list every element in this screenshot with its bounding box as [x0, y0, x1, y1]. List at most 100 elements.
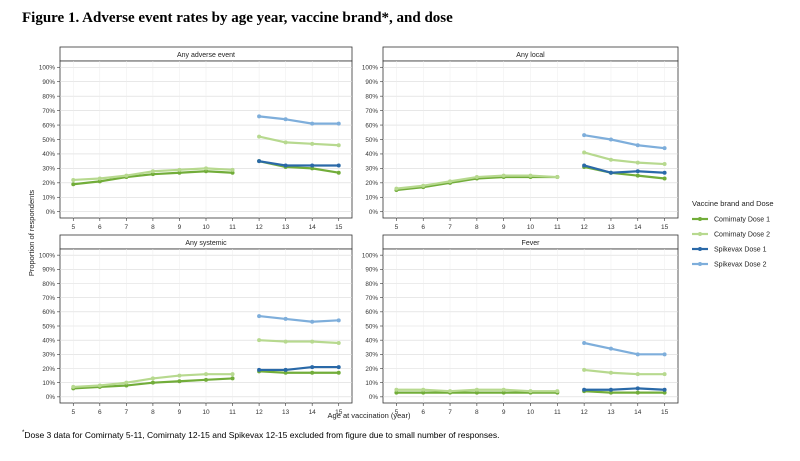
data-point: [257, 134, 262, 139]
x-tick-label: 6: [421, 409, 425, 416]
data-point: [283, 370, 288, 375]
y-tick-label: 100%: [39, 252, 56, 259]
data-point: [608, 370, 613, 375]
y-tick-label: 20%: [42, 180, 55, 187]
legend-label: Spikevax Dose 1: [714, 247, 767, 254]
x-tick-label: 8: [151, 409, 155, 416]
y-tick-label: 70%: [42, 295, 55, 302]
figure-title: Figure 1. Adverse event rates by age yea…: [22, 10, 453, 26]
series-comirnaty-dose-2: [71, 134, 341, 182]
legend-item: Comirnaty Dose 1: [692, 217, 770, 224]
y-tick-label: 30%: [365, 352, 378, 359]
x-tick-label: 10: [202, 224, 210, 231]
y-tick-label: 50%: [365, 137, 378, 144]
data-point: [97, 176, 102, 181]
data-point: [635, 352, 640, 357]
data-point: [421, 390, 426, 395]
data-point: [204, 166, 208, 171]
data-point: [635, 160, 640, 165]
data-point: [71, 182, 76, 187]
data-point: [608, 170, 613, 175]
legend-label: Comirnaty Dose 2: [714, 232, 770, 239]
data-point: [150, 380, 155, 385]
series-line: [584, 390, 665, 394]
panel-title: Fever: [522, 240, 541, 247]
x-tick-label: 8: [475, 224, 479, 231]
x-tick-label: 13: [282, 409, 290, 416]
data-point: [230, 170, 235, 175]
data-point: [635, 143, 640, 148]
y-tick-label: 40%: [365, 151, 378, 158]
y-tick-label: 90%: [365, 267, 378, 274]
y-tick-label: 100%: [362, 252, 379, 259]
data-point: [635, 390, 640, 395]
data-point: [336, 143, 341, 148]
series-comirnaty-dose-2: [394, 150, 667, 191]
series-line: [583, 134, 665, 150]
legend-item: Spikevax Dose 2: [692, 262, 767, 269]
y-tick-label: 80%: [42, 281, 55, 288]
y-tick-label: 50%: [42, 323, 55, 330]
panel-any-adverse-event: Any adverse event 0% 10% 20% 30% 40% 50% 60% 70%…: [39, 46, 353, 231]
y-tick-label: 30%: [42, 352, 55, 359]
legend-item: Spikevax Dose 1: [692, 247, 767, 254]
x-tick-label: 11: [554, 224, 561, 231]
data-point: [283, 316, 288, 321]
data-point: [528, 173, 533, 178]
y-tick-label: 40%: [42, 151, 55, 158]
footnote: *Dose 3 data for Comirnaty 5-11, Comirna…: [22, 430, 500, 440]
x-tick-label: 14: [634, 224, 642, 231]
x-tick-label: 7: [125, 409, 129, 416]
data-point: [204, 169, 208, 174]
data-point: [608, 390, 613, 395]
y-tick-label: 70%: [42, 108, 55, 115]
data-point: [421, 387, 426, 392]
series-line: [258, 135, 339, 147]
data-point: [501, 173, 506, 178]
x-tick-label: 9: [178, 409, 182, 416]
data-point: [257, 367, 262, 372]
legend-title: Vaccine brand and Dose: [692, 199, 774, 208]
x-tick-label: 11: [229, 224, 236, 231]
series-line: [258, 160, 339, 167]
footnote-text: Dose 3 data for Comirnaty 5-11, Comirnat…: [24, 430, 500, 440]
x-tick-label: 11: [229, 409, 236, 416]
data-point: [177, 379, 182, 384]
data-point: [310, 365, 315, 370]
data-point: [310, 121, 315, 126]
data-point: [582, 341, 587, 346]
data-point: [97, 179, 102, 184]
data-point: [662, 352, 667, 357]
y-tick-label: 90%: [365, 79, 378, 86]
y-tick-label: 100%: [39, 65, 56, 72]
y-tick-label: 40%: [365, 337, 378, 344]
x-tick-label: 7: [125, 224, 129, 231]
data-point: [394, 387, 399, 392]
data-point: [582, 163, 587, 168]
series-line: [584, 387, 665, 391]
x-tick-label: 5: [71, 409, 75, 416]
data-point: [635, 372, 640, 377]
data-point: [608, 137, 613, 142]
x-tick-label: 13: [282, 224, 290, 231]
data-point: [310, 166, 315, 171]
x-tick-label: 8: [151, 224, 155, 231]
y-tick-label: 0%: [369, 209, 379, 216]
data-point: [204, 372, 208, 377]
x-tick-label: 10: [202, 409, 210, 416]
data-point: [582, 133, 587, 138]
x-tick-label: 10: [527, 224, 535, 231]
y-tick-label: 10%: [42, 380, 55, 387]
data-point: [662, 372, 667, 377]
x-tick-label: 15: [335, 409, 343, 416]
y-tick-label: 0%: [369, 394, 379, 401]
y-tick-label: 60%: [365, 309, 378, 316]
y-tick-label: 70%: [365, 295, 378, 302]
legend-swatch-point: [698, 217, 702, 221]
data-point: [283, 339, 288, 344]
y-tick-label: 10%: [365, 195, 378, 202]
data-point: [448, 179, 453, 184]
data-point: [177, 170, 182, 175]
data-point: [283, 163, 288, 168]
